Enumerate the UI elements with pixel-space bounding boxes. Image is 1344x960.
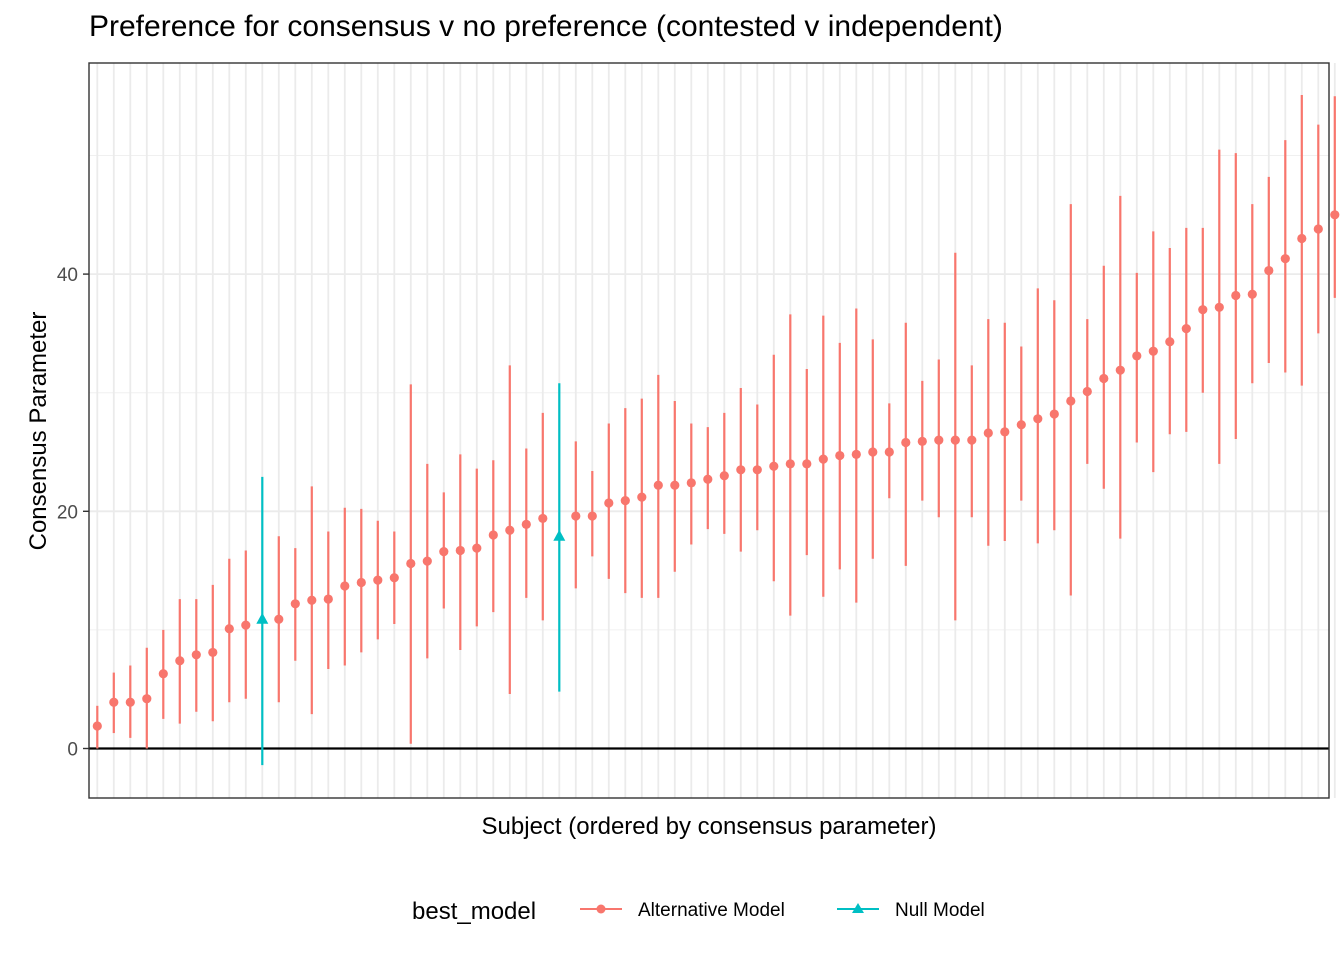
point-alternative: [488, 530, 498, 540]
point-alternative: [1313, 224, 1323, 234]
point-alternative: [670, 480, 680, 490]
y-tick-label: 0: [67, 740, 78, 761]
x-axis-title: Subject (ordered by consensus parameter): [482, 813, 937, 840]
legend-key-null-point: [852, 903, 864, 913]
point-alternative: [356, 577, 366, 588]
point-alternative: [901, 437, 911, 448]
point-alternative: [1297, 233, 1307, 244]
legend-label-alternative: Alternative Model: [638, 900, 785, 921]
point-alternative: [1330, 210, 1340, 220]
point-alternative: [389, 573, 399, 583]
grid-layer: [89, 63, 1336, 798]
legend-entry-null: Null Model: [837, 900, 985, 921]
point-alternative: [851, 449, 861, 459]
point-alternative: [1181, 324, 1191, 334]
point-alternative: [1280, 254, 1290, 264]
point-alternative: [653, 480, 663, 490]
point-alternative: [604, 498, 614, 508]
legend-key-alternative-point: [596, 904, 606, 914]
point-alternative: [950, 435, 960, 445]
point-alternative: [290, 599, 300, 609]
point-alternative: [637, 492, 647, 502]
legend: best_model Alternative Model Null Model: [412, 898, 985, 925]
point-alternative: [125, 697, 135, 707]
point-alternative: [224, 624, 234, 634]
point-alternative: [191, 650, 201, 660]
point-alternative: [736, 465, 746, 475]
point-alternative: [1132, 351, 1142, 361]
point-alternative: [818, 454, 828, 464]
point-alternative: [274, 614, 284, 624]
point-alternative: [1115, 365, 1125, 375]
point-alternative: [521, 519, 531, 529]
point-alternative: [769, 461, 779, 471]
point-alternative: [1247, 289, 1257, 299]
legend-title: best_model: [412, 898, 536, 925]
point-alternative: [1214, 302, 1224, 312]
point-alternative: [719, 471, 729, 481]
point-alternative: [620, 496, 630, 506]
point-alternative: [587, 511, 597, 521]
plot-background: [89, 63, 1329, 798]
point-alternative: [802, 459, 812, 469]
point-alternative: [323, 594, 333, 604]
point-alternative: [1000, 427, 1010, 437]
point-alternative: [241, 620, 251, 630]
y-axis-ticks: 0 20 40: [57, 265, 89, 761]
point-alternative: [1082, 386, 1092, 397]
point-alternative: [868, 447, 878, 457]
point-alternative: [934, 435, 944, 445]
point-alternative: [92, 721, 102, 731]
point-null: [553, 529, 566, 541]
point-alternative: [1231, 290, 1241, 301]
point-alternative: [340, 581, 350, 591]
point-alternative: [307, 595, 317, 605]
plot-panel-border: [88, 62, 1330, 799]
point-alternative: [785, 459, 795, 469]
point-alternative: [835, 450, 845, 461]
point-alternative: [109, 697, 119, 707]
point-alternative: [472, 543, 482, 553]
point-alternative: [1198, 305, 1208, 315]
point-alternative: [917, 436, 927, 446]
point-alternative: [175, 656, 185, 666]
y-axis-title: Consensus Parameter: [25, 312, 52, 551]
point-alternative: [505, 525, 515, 535]
point-alternative: [967, 435, 977, 445]
point-alternative: [208, 647, 218, 658]
y-tick-label: 20: [57, 502, 78, 523]
point-alternative: [373, 575, 383, 585]
y-tick-label: 40: [57, 265, 78, 286]
point-alternative: [1066, 396, 1076, 406]
point-alternative: [1165, 337, 1175, 347]
point-alternative: [1099, 373, 1109, 384]
point-alternative: [884, 447, 894, 457]
point-alternative: [752, 465, 762, 475]
chart-title: Preference for consensus v no preference…: [89, 10, 1003, 43]
point-alternative: [571, 511, 581, 521]
point-alternative: [686, 478, 696, 488]
point-alternative: [1148, 346, 1158, 356]
legend-entry-alternative: Alternative Model: [580, 900, 785, 921]
point-layer: [92, 210, 1340, 731]
point-alternative: [1033, 414, 1043, 424]
point-alternative: [1049, 409, 1059, 419]
point-alternative: [406, 558, 416, 569]
point-alternative: [455, 545, 465, 556]
point-alternative: [983, 428, 993, 438]
point-alternative: [1264, 265, 1274, 276]
point-alternative: [703, 474, 713, 484]
point-alternative: [538, 513, 548, 524]
point-alternative: [439, 547, 449, 557]
point-alternative: [158, 669, 168, 679]
point-alternative: [422, 556, 432, 566]
legend-label-null: Null Model: [895, 900, 985, 921]
point-alternative: [142, 694, 152, 704]
point-null: [256, 612, 269, 624]
point-alternative: [1016, 420, 1026, 430]
